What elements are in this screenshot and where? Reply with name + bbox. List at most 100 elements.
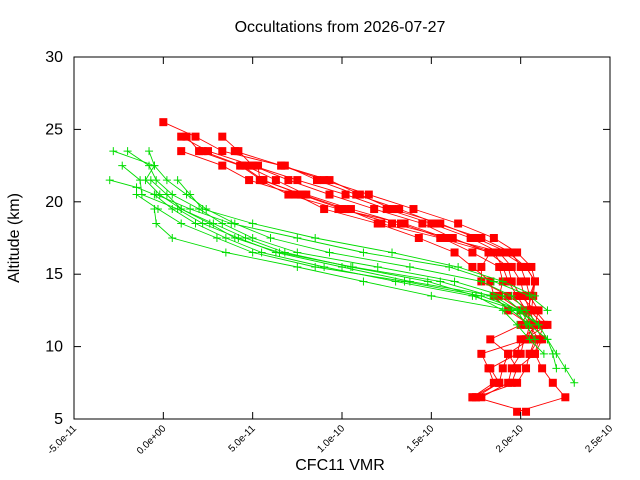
data-point [132,190,141,199]
data-point [522,364,531,373]
series-line [144,150,545,355]
data-point [266,234,275,242]
data-point [284,190,293,199]
data-point [409,205,418,214]
data-point [320,205,329,214]
data-point [522,262,531,271]
data-point [489,378,498,387]
data-point [530,349,539,358]
data-point [477,277,486,286]
data-point [543,306,552,315]
data-point [539,349,548,358]
data-point [516,335,525,344]
x-tick-label: -5.0e-11 [46,423,80,457]
data-point [293,234,302,242]
data-point [484,248,493,257]
data-point [248,219,257,228]
data-point [311,262,320,271]
data-point [198,205,207,214]
data-point [477,349,486,358]
y-tick-label: 15 [45,266,63,283]
data-point [486,364,495,373]
data-point [489,234,498,242]
data-point [504,349,513,358]
data-point [489,248,498,257]
data-point [513,349,522,358]
series-line [109,179,539,326]
x-axis-label: CFC11 VMR [295,457,385,474]
data-point [162,176,171,185]
data-point [527,306,536,315]
data-point [296,190,305,199]
data-point [441,234,450,242]
data-point [418,219,427,228]
data-point [388,205,397,214]
data-point [218,161,227,170]
series-11 [123,147,561,373]
data-point [248,161,257,170]
data-point [293,176,302,185]
data-point [152,219,161,228]
data-point [450,248,459,257]
data-point [320,176,329,185]
y-tick-label: 25 [45,121,63,138]
chart-title: Occultations from 2026-07-27 [235,19,446,36]
series-layer [105,118,579,416]
data-point [522,277,531,286]
data-point [325,176,334,185]
data-point [507,306,516,315]
data-point [477,393,486,402]
data-point [186,190,195,199]
series-18 [152,190,552,315]
series-line [234,150,536,383]
data-point [414,234,423,242]
data-point [543,320,552,329]
x-tick-label: 2.5e-10 [583,423,615,455]
data-point [498,364,507,373]
data-point [395,205,404,214]
data-point [191,219,200,228]
y-tick-label: 20 [45,194,63,211]
data-point [341,190,350,199]
data-point [359,248,368,257]
series-line [181,150,531,398]
data-point [530,335,539,344]
data-point [177,132,186,141]
data-point [212,234,221,242]
data-point [146,176,155,185]
data-point [507,291,516,300]
data-point [257,248,266,257]
data-point [325,190,334,199]
data-point [495,262,504,271]
data-point [468,393,477,402]
data-point [271,176,280,185]
data-point [538,364,547,373]
data-point [348,262,357,271]
data-point [230,234,239,242]
y-tick-label: 5 [54,411,63,428]
data-point [513,407,522,416]
series-17 [150,205,534,329]
data-point [436,277,445,286]
data-point [450,277,459,286]
data-point [293,262,302,271]
data-point [427,291,436,300]
data-point [346,205,355,214]
data-point [468,248,477,257]
data-point [513,291,522,300]
data-point [255,176,264,185]
series-line [136,194,539,326]
x-tick-label: 2.0e-10 [494,423,526,455]
data-point [248,248,257,257]
data-point [507,248,516,257]
x-tick-label: 5.0e-11 [227,423,259,455]
data-point [513,320,522,329]
data-point [168,205,177,214]
data-point [132,183,141,192]
data-point [405,262,414,271]
data-point [320,262,329,271]
data-point [561,364,570,373]
data-point [373,262,382,271]
data-point [504,262,513,271]
